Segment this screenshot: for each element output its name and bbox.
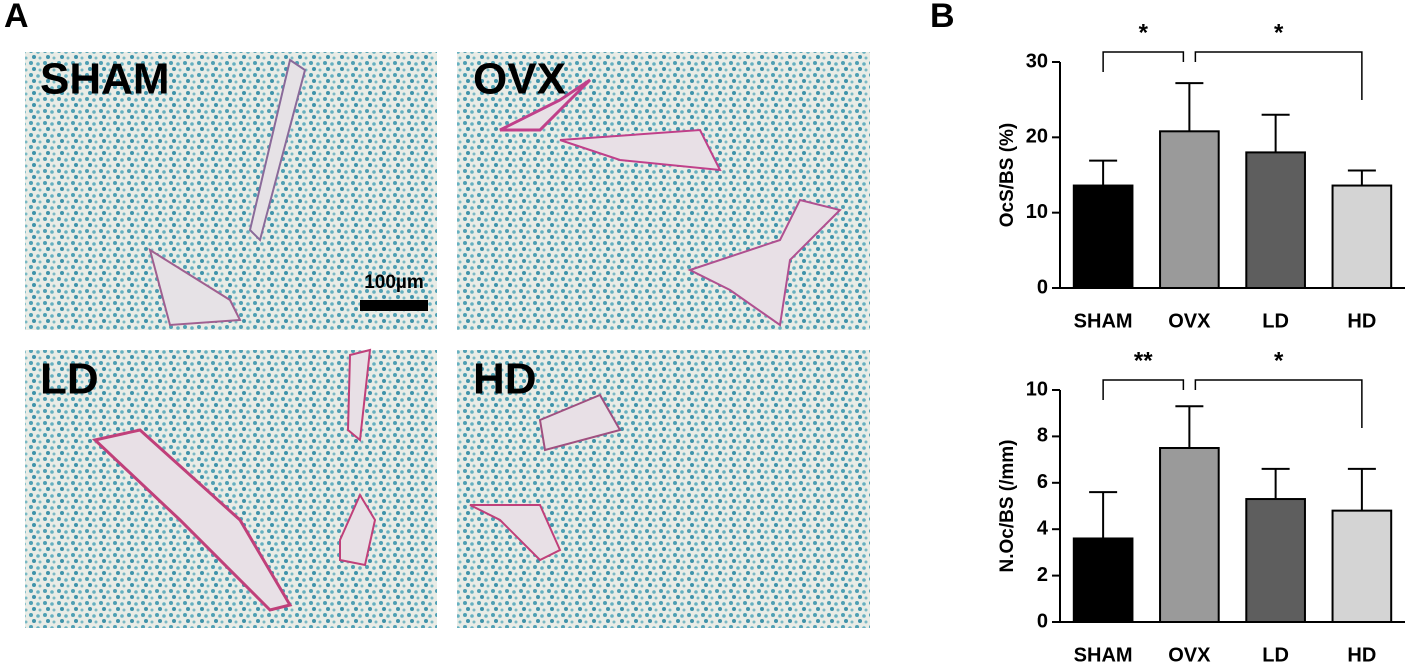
scale-bar-label: 100µm: [364, 272, 424, 293]
x-tick-label: HD: [1347, 644, 1376, 666]
x-tick-label: OVX: [1168, 644, 1211, 666]
y-tick-label: 4: [1037, 517, 1049, 539]
significance-label: **: [1134, 347, 1153, 374]
image-label: OVX: [473, 55, 566, 104]
image-label: HD: [473, 355, 537, 404]
image-label: LD: [40, 355, 99, 404]
bone: [469, 504, 562, 562]
bar: [1245, 498, 1306, 624]
significance-label: *: [1274, 347, 1284, 374]
y-tick-label: 6: [1037, 471, 1048, 493]
y-tick-label: 2: [1037, 564, 1048, 586]
y-axis-label: N.Oc/BS (/mm): [997, 439, 1018, 572]
bone: [346, 348, 372, 442]
y-tick-label: 0: [1037, 276, 1048, 298]
bone: [248, 58, 307, 242]
significance-label: *: [1274, 19, 1284, 46]
y-tick-label: 30: [1026, 50, 1048, 72]
image-label: SHAM: [40, 55, 170, 104]
bone: [148, 247, 242, 327]
micrograph: [25, 350, 437, 628]
significance-bracket: [1102, 51, 1185, 72]
y-tick-label: 10: [1026, 201, 1048, 223]
micrograph: [25, 52, 437, 330]
bone: [339, 492, 377, 567]
bar: [1072, 184, 1134, 289]
bone: [687, 198, 842, 327]
bar: [1159, 447, 1220, 623]
panel-label: B: [930, 0, 955, 35]
x-tick-label: OVX: [1168, 310, 1211, 332]
panel-label: A: [4, 0, 29, 35]
y-tick-label: 20: [1026, 126, 1048, 148]
bar: [1331, 509, 1393, 624]
bar: [1245, 151, 1306, 289]
significance-bracket: [1194, 51, 1363, 100]
micrographs: [25, 52, 870, 628]
bone: [559, 128, 722, 172]
micrograph: [457, 350, 870, 628]
bone: [91, 428, 293, 612]
x-tick-label: HD: [1347, 310, 1376, 332]
x-tick-label: LD: [1262, 644, 1289, 666]
y-tick-label: 10: [1026, 378, 1048, 400]
significance-bracket: [1194, 379, 1363, 428]
bone: [499, 78, 592, 132]
y-tick-label: 0: [1037, 610, 1048, 632]
x-tick-label: SHAM: [1074, 310, 1133, 332]
x-tick-label: SHAM: [1074, 644, 1133, 666]
y-tick-label: 8: [1037, 425, 1048, 447]
bar: [1072, 537, 1134, 623]
x-tick-label: LD: [1262, 310, 1289, 332]
bar: [1159, 130, 1220, 289]
scale-bar: [360, 300, 428, 311]
bar: [1331, 184, 1393, 289]
significance-label: *: [1139, 19, 1149, 46]
micrograph: [457, 52, 870, 330]
bone: [538, 393, 622, 452]
y-axis-label: OcS/BS (%): [997, 123, 1018, 228]
significance-bracket: [1102, 379, 1185, 400]
